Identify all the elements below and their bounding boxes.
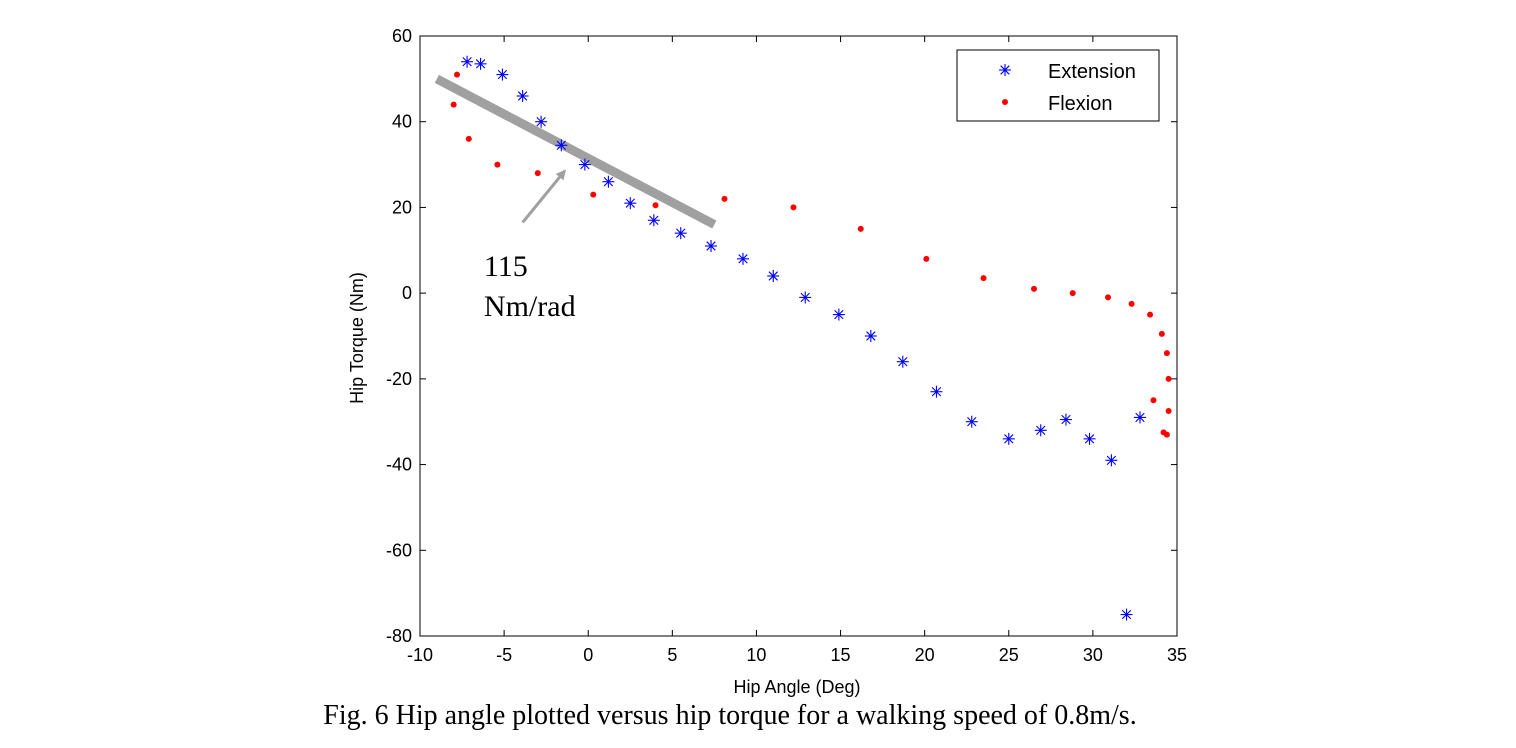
y-axis-label: Hip Torque (Nm) bbox=[347, 272, 367, 404]
extension-point bbox=[535, 115, 548, 128]
extension-point bbox=[496, 68, 509, 81]
extension-point bbox=[1034, 424, 1047, 437]
y-axis-ticks: -80 -60 -40 -20 0 20 40 60 bbox=[386, 26, 1177, 646]
flexion-point bbox=[454, 71, 461, 78]
y-tick-label: -60 bbox=[386, 540, 412, 560]
extension-point bbox=[864, 330, 877, 342]
x-tick-label: 0 bbox=[583, 645, 593, 665]
annotation-arrow bbox=[521, 169, 566, 224]
flexion-point bbox=[1158, 330, 1165, 337]
extension-point bbox=[705, 240, 718, 252]
x-tick-label: 30 bbox=[1083, 645, 1103, 665]
flexion-point bbox=[1031, 285, 1038, 292]
legend-box bbox=[956, 49, 1160, 122]
flexion-point bbox=[534, 170, 541, 177]
legend-extension-label: Extension bbox=[1048, 61, 1136, 83]
extension-point bbox=[1059, 413, 1072, 426]
extension-point bbox=[674, 227, 687, 240]
y-tick-label: -80 bbox=[386, 626, 412, 646]
x-tick-label: -10 bbox=[407, 645, 433, 665]
flexion-point bbox=[721, 195, 728, 202]
x-tick-label: 5 bbox=[667, 645, 677, 665]
extension-point bbox=[555, 139, 568, 152]
flexion-point bbox=[1163, 431, 1170, 438]
y-tick-label: 0 bbox=[402, 283, 412, 303]
flexion-point bbox=[494, 161, 501, 168]
extension-point bbox=[602, 175, 615, 188]
extension-point bbox=[516, 90, 529, 102]
y-tick-label: 40 bbox=[392, 112, 412, 132]
flexion-point bbox=[1165, 375, 1172, 382]
flexion-point bbox=[790, 204, 797, 211]
legend: Extension Flexion bbox=[956, 49, 1160, 122]
x-tick-label: 25 bbox=[999, 645, 1019, 665]
flexion-point bbox=[857, 225, 864, 232]
x-tick-label: 20 bbox=[915, 645, 935, 665]
y-tick-label: 20 bbox=[392, 197, 412, 217]
flexion-point bbox=[1069, 290, 1076, 297]
x-axis-ticks: -10 -5 0 5 10 15 20 25 30 35 bbox=[407, 36, 1187, 665]
legend-flexion-marker bbox=[1002, 99, 1008, 105]
extension-point bbox=[1002, 432, 1015, 445]
flexion-point bbox=[923, 255, 930, 262]
flexion-point bbox=[1163, 350, 1170, 357]
legend-flexion-label: Flexion bbox=[1048, 93, 1112, 115]
y-tick-label: -20 bbox=[386, 369, 412, 389]
data-points bbox=[450, 55, 1172, 621]
annotation-value: 115 bbox=[484, 250, 528, 283]
extension-point bbox=[647, 214, 660, 227]
stiffness-fit-line bbox=[434, 74, 717, 229]
x-tick-label: 35 bbox=[1167, 645, 1187, 665]
annotation-unit: Nm/rad bbox=[484, 290, 576, 323]
x-tick-label: 15 bbox=[831, 645, 851, 665]
x-tick-label: -5 bbox=[496, 645, 512, 665]
extension-point bbox=[474, 57, 487, 70]
flexion-point bbox=[465, 135, 472, 142]
extension-point bbox=[461, 55, 474, 68]
legend-extension-asterisk bbox=[999, 64, 1011, 76]
extension-point bbox=[1133, 411, 1146, 424]
extension-point bbox=[1120, 608, 1133, 621]
y-tick-label: 60 bbox=[392, 26, 412, 46]
extension-point bbox=[930, 385, 943, 398]
extension-point bbox=[736, 252, 749, 265]
extension-point bbox=[799, 291, 812, 304]
legend-extension-marker bbox=[999, 64, 1011, 76]
flexion-point bbox=[980, 275, 987, 282]
flexion-point bbox=[1128, 300, 1135, 307]
flexion-point bbox=[450, 101, 457, 108]
flexion-point bbox=[1147, 311, 1154, 318]
extension-point bbox=[578, 158, 591, 171]
figure-caption: Fig. 6 Hip angle plotted versus hip torq… bbox=[323, 700, 1137, 731]
extension-point bbox=[832, 308, 845, 321]
x-axis-label: Hip Angle (Deg) bbox=[733, 677, 860, 697]
flexion-point bbox=[1150, 397, 1157, 404]
extension-point bbox=[1083, 432, 1096, 445]
extension-point bbox=[1105, 454, 1118, 467]
flexion-point bbox=[1165, 408, 1172, 414]
extension-point bbox=[965, 415, 978, 428]
flexion-point bbox=[590, 191, 597, 198]
extension-point bbox=[767, 270, 780, 282]
x-tick-label: 10 bbox=[746, 645, 766, 665]
flexion-point bbox=[1105, 294, 1112, 301]
flexion-point bbox=[652, 202, 659, 209]
extension-point bbox=[896, 355, 909, 368]
y-tick-label: -40 bbox=[386, 455, 412, 475]
extension-point bbox=[624, 197, 637, 210]
